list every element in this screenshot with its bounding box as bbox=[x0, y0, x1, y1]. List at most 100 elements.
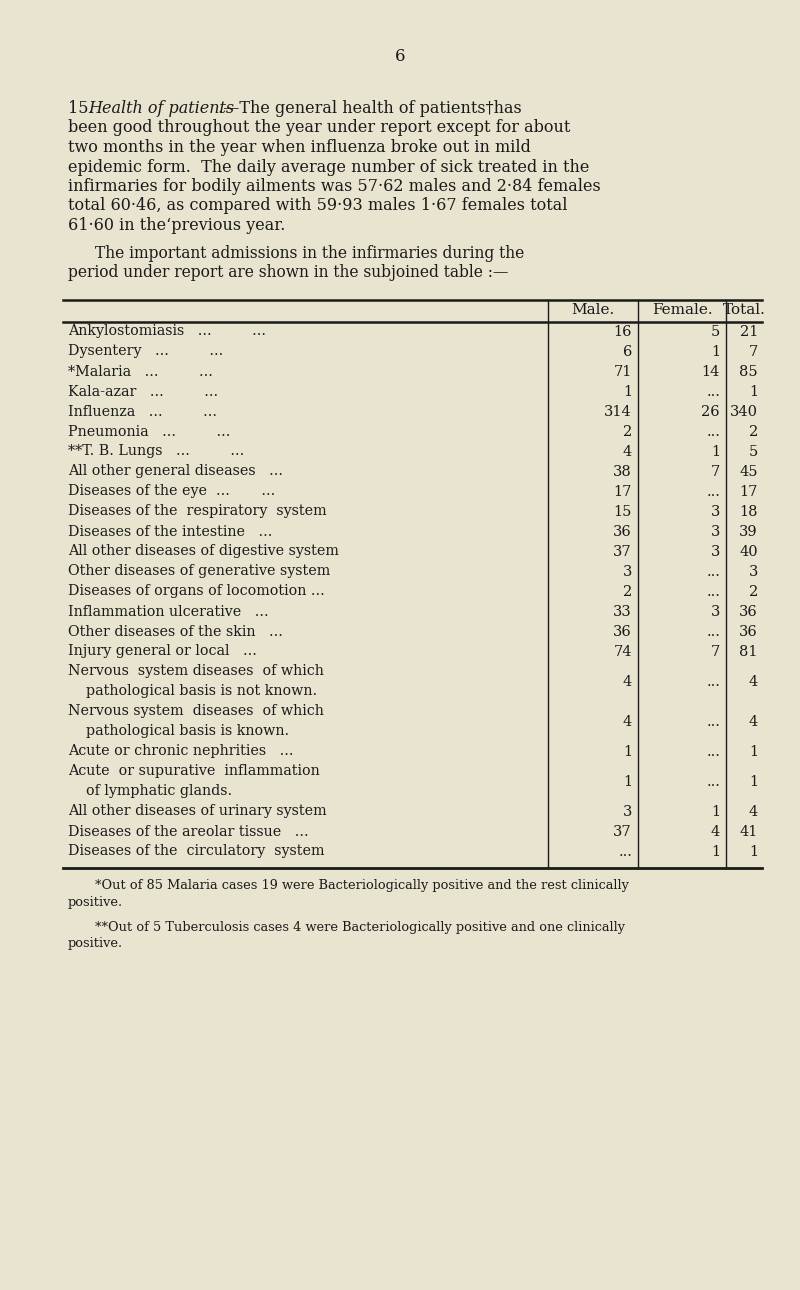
Text: Kala-azar   ...         ...: Kala-azar ... ... bbox=[68, 384, 218, 399]
Text: ...: ... bbox=[706, 675, 720, 689]
Text: 4: 4 bbox=[749, 675, 758, 689]
Text: positive.: positive. bbox=[68, 897, 123, 909]
Text: 45: 45 bbox=[739, 464, 758, 479]
Text: 4: 4 bbox=[622, 445, 632, 458]
Text: Acute  or supurative  inflammation: Acute or supurative inflammation bbox=[68, 765, 320, 778]
Text: been good throughout the year under report except for about: been good throughout the year under repo… bbox=[68, 120, 570, 137]
Text: *Out of 85 Malaria cases 19 were Bacteriologically positive and the rest clinica: *Out of 85 Malaria cases 19 were Bacteri… bbox=[95, 880, 629, 893]
Text: 17: 17 bbox=[614, 485, 632, 498]
Text: 3: 3 bbox=[710, 544, 720, 559]
Text: 3: 3 bbox=[622, 805, 632, 818]
Text: 17: 17 bbox=[740, 485, 758, 498]
Text: 1: 1 bbox=[749, 774, 758, 788]
Text: 2: 2 bbox=[749, 584, 758, 599]
Text: 4: 4 bbox=[749, 805, 758, 818]
Text: Diseases of organs of locomotion ...: Diseases of organs of locomotion ... bbox=[68, 584, 325, 599]
Text: 85: 85 bbox=[739, 365, 758, 378]
Text: 40: 40 bbox=[739, 544, 758, 559]
Text: period under report are shown in the subjoined table :—: period under report are shown in the sub… bbox=[68, 264, 508, 281]
Text: 1: 1 bbox=[623, 384, 632, 399]
Text: Dysentery   ...         ...: Dysentery ... ... bbox=[68, 344, 223, 359]
Text: 1: 1 bbox=[623, 744, 632, 759]
Text: pathological basis is not known.: pathological basis is not known. bbox=[68, 685, 317, 698]
Text: 7: 7 bbox=[710, 464, 720, 479]
Text: 36: 36 bbox=[739, 605, 758, 618]
Text: Inflammation ulcerative   ...: Inflammation ulcerative ... bbox=[68, 605, 269, 618]
Text: 3: 3 bbox=[710, 504, 720, 519]
Text: 1: 1 bbox=[711, 344, 720, 359]
Text: 15.: 15. bbox=[68, 101, 98, 117]
Text: 6: 6 bbox=[622, 344, 632, 359]
Text: two months in the year when influenza broke out in mild: two months in the year when influenza br… bbox=[68, 139, 531, 156]
Text: All other diseases of digestive system: All other diseases of digestive system bbox=[68, 544, 339, 559]
Text: 2: 2 bbox=[749, 424, 758, 439]
Text: of lymphatic glands.: of lymphatic glands. bbox=[68, 784, 232, 799]
Text: positive.: positive. bbox=[68, 937, 123, 949]
Text: 61·60 in the‘previous year.: 61·60 in the‘previous year. bbox=[68, 217, 286, 233]
Text: 4: 4 bbox=[622, 675, 632, 689]
Text: 3: 3 bbox=[622, 565, 632, 578]
Text: 36: 36 bbox=[739, 624, 758, 639]
Text: Total.: Total. bbox=[722, 303, 766, 317]
Text: 16: 16 bbox=[614, 325, 632, 338]
Text: 3: 3 bbox=[710, 605, 720, 618]
Text: *Malaria   ...         ...: *Malaria ... ... bbox=[68, 365, 213, 378]
Text: pathological basis is known.: pathological basis is known. bbox=[68, 725, 289, 738]
Text: ...: ... bbox=[706, 485, 720, 498]
Text: 2: 2 bbox=[622, 584, 632, 599]
Text: All other diseases of urinary system: All other diseases of urinary system bbox=[68, 805, 326, 818]
Text: 21: 21 bbox=[740, 325, 758, 338]
Text: 4: 4 bbox=[622, 715, 632, 729]
Text: 5: 5 bbox=[710, 325, 720, 338]
Text: 1: 1 bbox=[711, 445, 720, 458]
Text: Diseases of the areolar tissue   ...: Diseases of the areolar tissue ... bbox=[68, 824, 309, 839]
Text: Acute or chronic nephrities   ...: Acute or chronic nephrities ... bbox=[68, 744, 294, 759]
Text: 1: 1 bbox=[749, 845, 758, 859]
Text: 38: 38 bbox=[614, 464, 632, 479]
Text: 81: 81 bbox=[739, 645, 758, 658]
Text: 1: 1 bbox=[711, 845, 720, 859]
Text: ...: ... bbox=[706, 774, 720, 788]
Text: All other general diseases   ...: All other general diseases ... bbox=[68, 464, 283, 479]
Text: Male.: Male. bbox=[571, 303, 614, 317]
Text: 1: 1 bbox=[749, 384, 758, 399]
Text: Pneumonia   ...         ...: Pneumonia ... ... bbox=[68, 424, 230, 439]
Text: 33: 33 bbox=[614, 605, 632, 618]
Text: 4: 4 bbox=[749, 715, 758, 729]
Text: 1: 1 bbox=[749, 744, 758, 759]
Text: 39: 39 bbox=[739, 525, 758, 538]
Text: 340: 340 bbox=[730, 405, 758, 418]
Text: Influenza   ...         ...: Influenza ... ... bbox=[68, 405, 217, 418]
Text: 3: 3 bbox=[749, 565, 758, 578]
Text: ...: ... bbox=[618, 845, 632, 859]
Text: Diseases of the  circulatory  system: Diseases of the circulatory system bbox=[68, 845, 325, 859]
Text: Diseases of the eye  ...       ...: Diseases of the eye ... ... bbox=[68, 485, 275, 498]
Text: Other diseases of the skin   ...: Other diseases of the skin ... bbox=[68, 624, 283, 639]
Text: 36: 36 bbox=[614, 525, 632, 538]
Text: 7: 7 bbox=[710, 645, 720, 658]
Text: 18: 18 bbox=[739, 504, 758, 519]
Text: 37: 37 bbox=[614, 824, 632, 839]
Text: **T. B. Lungs   ...         ...: **T. B. Lungs ... ... bbox=[68, 445, 244, 458]
Text: 15: 15 bbox=[614, 504, 632, 519]
Text: 74: 74 bbox=[614, 645, 632, 658]
Text: 3: 3 bbox=[710, 525, 720, 538]
Text: Nervous  system diseases  of which: Nervous system diseases of which bbox=[68, 664, 324, 679]
Text: Other diseases of generative system: Other diseases of generative system bbox=[68, 565, 330, 578]
Text: Diseases of the  respiratory  system: Diseases of the respiratory system bbox=[68, 504, 326, 519]
Text: Injury general or local   ...: Injury general or local ... bbox=[68, 645, 257, 658]
Text: **Out of 5 Tuberculosis cases 4 were Bacteriologically positive and one clinical: **Out of 5 Tuberculosis cases 4 were Bac… bbox=[95, 921, 625, 934]
Text: Female.: Female. bbox=[652, 303, 712, 317]
Text: 37: 37 bbox=[614, 544, 632, 559]
Text: ...: ... bbox=[706, 584, 720, 599]
Text: 4: 4 bbox=[710, 824, 720, 839]
Text: 14: 14 bbox=[702, 365, 720, 378]
Text: epidemic form.  The daily average number of sick treated in the: epidemic form. The daily average number … bbox=[68, 159, 590, 175]
Text: ...: ... bbox=[706, 424, 720, 439]
Text: 36: 36 bbox=[614, 624, 632, 639]
Text: 6: 6 bbox=[394, 48, 406, 64]
Text: total 60·46, as compared with 59·93 males 1·67 females total: total 60·46, as compared with 59·93 male… bbox=[68, 197, 567, 214]
Text: ...: ... bbox=[706, 624, 720, 639]
Text: ...: ... bbox=[706, 715, 720, 729]
Text: ...: ... bbox=[706, 384, 720, 399]
